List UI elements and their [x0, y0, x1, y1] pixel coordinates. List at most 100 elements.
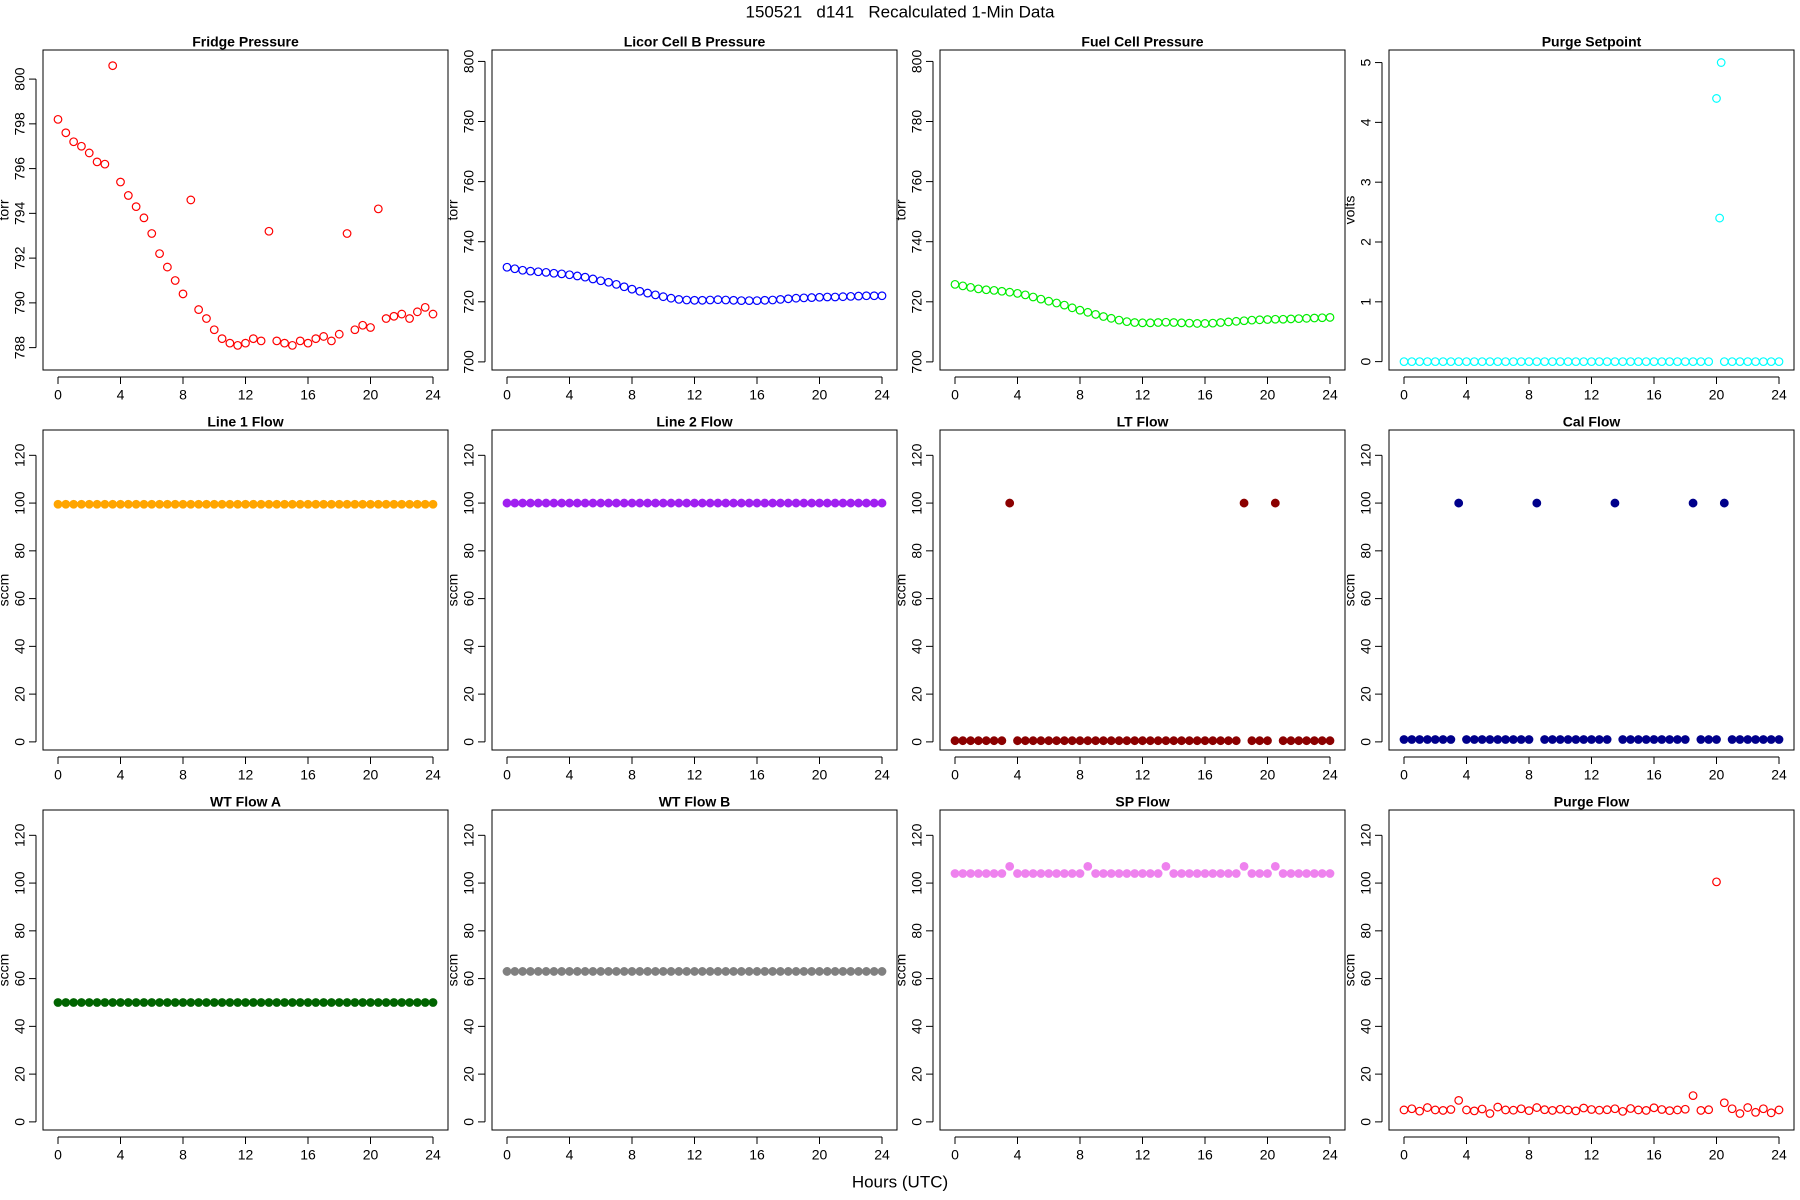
- y-axis-label: torr: [445, 199, 461, 220]
- point: [611, 967, 621, 976]
- point: [53, 114, 63, 124]
- point: [838, 967, 848, 976]
- y-tick-label: 120: [909, 823, 925, 847]
- point: [1169, 869, 1179, 878]
- point: [202, 499, 211, 509]
- point: [428, 309, 438, 319]
- point: [1184, 736, 1194, 746]
- point: [1177, 736, 1186, 746]
- point: [1325, 313, 1335, 322]
- y-tick-label: 120: [1358, 443, 1374, 467]
- point: [1438, 735, 1448, 744]
- x-tick-label: 8: [628, 387, 636, 403]
- x-tick-label: 8: [1076, 767, 1084, 783]
- point: [627, 498, 637, 508]
- point: [877, 498, 887, 508]
- y-tick-label: 120: [1358, 823, 1374, 847]
- point: [674, 967, 684, 976]
- point: [233, 998, 243, 1007]
- point: [502, 498, 512, 508]
- point: [1743, 1103, 1753, 1112]
- point: [217, 998, 227, 1007]
- point: [1122, 736, 1132, 746]
- point: [241, 338, 250, 348]
- point: [619, 967, 629, 976]
- point: [1247, 736, 1257, 746]
- point: [1114, 869, 1124, 878]
- point: [1735, 1109, 1745, 1118]
- point: [1216, 736, 1226, 746]
- y-tick-label: 740: [461, 230, 477, 254]
- x-tick-label: 16: [1197, 767, 1213, 783]
- y-tick-label: 0: [461, 1118, 477, 1126]
- point: [303, 998, 313, 1007]
- panel: WT Flow B sccm 0 4 8 12 16 20 24 0 20 40 60 80 100 120: [445, 794, 898, 1163]
- point: [1083, 307, 1093, 317]
- point: [342, 998, 352, 1007]
- point: [225, 338, 235, 348]
- point: [1184, 869, 1194, 878]
- point: [108, 998, 118, 1007]
- point: [736, 967, 746, 976]
- point: [1028, 736, 1038, 746]
- point: [1524, 1106, 1534, 1116]
- point: [966, 869, 976, 878]
- point: [510, 498, 520, 508]
- y-tick-label: 760: [461, 170, 477, 194]
- point: [241, 499, 250, 509]
- point: [1130, 736, 1140, 746]
- point: [997, 869, 1007, 878]
- point: [1294, 736, 1304, 746]
- point: [327, 998, 336, 1007]
- y-tick-label: 740: [909, 230, 925, 254]
- point: [405, 998, 414, 1007]
- point: [815, 967, 824, 976]
- point: [100, 159, 110, 169]
- y-tick-label: 40: [909, 638, 925, 654]
- point: [1036, 736, 1046, 746]
- point: [580, 967, 590, 976]
- point: [295, 336, 305, 346]
- point: [721, 967, 731, 976]
- point: [1106, 869, 1116, 878]
- point: [194, 998, 204, 1007]
- point: [116, 499, 125, 509]
- y-tick-label: 120: [12, 443, 28, 467]
- point: [989, 736, 999, 746]
- y-tick-label: 40: [909, 1018, 925, 1034]
- point: [1665, 735, 1675, 744]
- point: [1680, 1104, 1690, 1114]
- point: [131, 202, 141, 212]
- y-tick-label: 800: [909, 50, 925, 74]
- point: [256, 998, 266, 1007]
- y-axis-label: sccm: [893, 574, 909, 607]
- point: [989, 869, 999, 878]
- plot-frame: [42, 429, 449, 751]
- point: [217, 334, 227, 344]
- y-tick-label: 780: [461, 110, 477, 134]
- point: [1325, 736, 1335, 746]
- point: [1415, 735, 1425, 744]
- point: [1231, 869, 1241, 878]
- point: [1114, 736, 1124, 746]
- y-tick-label: 40: [1358, 638, 1374, 654]
- point: [366, 499, 375, 509]
- point: [604, 498, 613, 508]
- y-tick-label: 100: [909, 871, 925, 895]
- point: [1766, 735, 1776, 744]
- y-tick-label: 700: [909, 350, 925, 374]
- point: [997, 736, 1007, 746]
- point: [1255, 869, 1265, 878]
- point: [264, 998, 274, 1007]
- point: [588, 967, 598, 976]
- point: [541, 967, 551, 976]
- point: [981, 869, 991, 878]
- point: [572, 967, 582, 976]
- plot-frame: [42, 49, 449, 371]
- point: [373, 204, 383, 214]
- point: [1618, 1106, 1628, 1116]
- point: [186, 195, 196, 205]
- x-tick-label: 12: [687, 1147, 703, 1163]
- point: [1052, 736, 1061, 746]
- x-tick-label: 0: [503, 387, 511, 403]
